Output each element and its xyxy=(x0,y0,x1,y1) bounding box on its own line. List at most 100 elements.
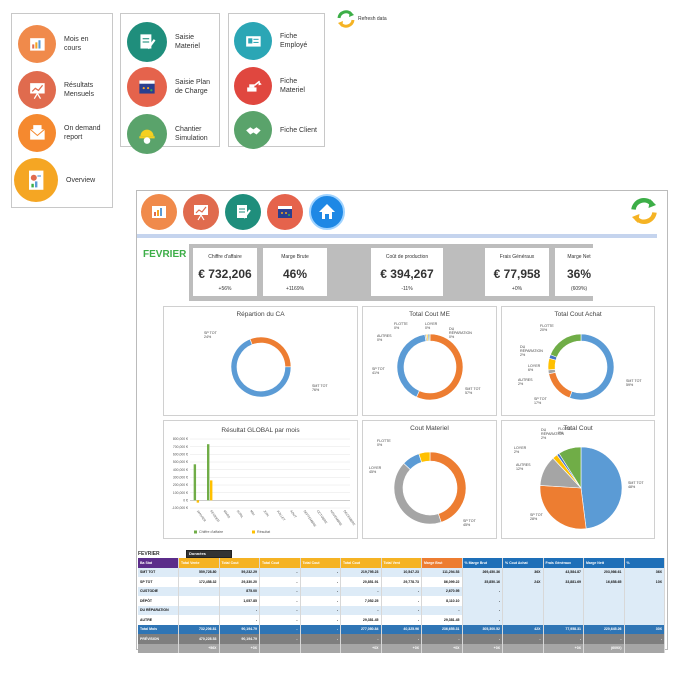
table-cell: 8,110.10 xyxy=(421,596,463,606)
nav-item-label: Fiche Client xyxy=(280,126,317,134)
nav-icon-circle xyxy=(127,67,167,107)
table-cell: SP TOT xyxy=(138,577,179,587)
topbar-button-2[interactable] xyxy=(225,194,261,230)
chart-title: Total Cout ME xyxy=(409,311,450,318)
table-cell xyxy=(178,596,220,606)
table-cell: DÉPÔT xyxy=(138,596,179,606)
table-cell: 305,300.52 xyxy=(462,624,503,634)
pie-label: LOYER 2% xyxy=(514,446,527,455)
refresh-data-button[interactable]: Refresh data xyxy=(336,9,387,29)
pie-label: DU RÉPARATION 2% xyxy=(541,428,564,441)
chart-resultat-global: Résultat GLOBAL par mois 800,000 € 700,00… xyxy=(163,420,358,539)
pie-slice-flotte xyxy=(550,333,582,358)
table-cell: AUTRE xyxy=(138,615,179,625)
pie-slice-smt-tot xyxy=(429,451,467,523)
nav-reports-item-1[interactable]: Résultats Mensuels xyxy=(18,71,94,109)
kpi-value: € 394,267 xyxy=(380,267,434,281)
kpi-card-3: Frais Généraux € 77,958 +0% xyxy=(485,248,549,296)
kpi-title: Frais Généraux xyxy=(499,254,535,260)
topbar-button-4[interactable] xyxy=(309,194,345,230)
y-tick-label: 700,000 € xyxy=(173,445,188,449)
table-cell: - xyxy=(300,577,341,587)
y-tick-label: 300,000 € xyxy=(173,476,188,480)
kpi-title: Coût de production xyxy=(385,254,429,260)
kpi-change: +56% xyxy=(218,286,232,292)
nav-reports-item-2[interactable]: On demand report xyxy=(18,114,101,152)
table-cell: SMT TOT xyxy=(138,567,179,577)
kpi-card-1: Marge Brute 46% +1169% xyxy=(263,248,327,296)
table-cell xyxy=(502,596,544,606)
y-tick-label: -100,000 € xyxy=(172,506,188,510)
refresh-dashboard-button[interactable] xyxy=(629,196,659,231)
table-row: PRÉVISION 470,228.53 90,194.79- - - - - - - - - - xyxy=(138,634,665,644)
nav-reports-item-0[interactable]: Mois en cours xyxy=(18,25,89,63)
table-cell: - xyxy=(259,596,301,606)
nav-input-item-0[interactable]: Saisie Materiel xyxy=(127,22,200,62)
table-cell: - xyxy=(219,605,260,615)
kpi-card-2: Coût de production € 394,267 -11% xyxy=(371,248,443,296)
table-cell: 172,458.32 xyxy=(178,577,220,587)
table-title: FEVRIER xyxy=(138,550,160,557)
presentation-board-icon xyxy=(194,205,208,221)
excavator-icon xyxy=(246,80,262,92)
table-header-cell: Total Cout xyxy=(259,558,301,568)
table-cell: CUSTODIE xyxy=(138,586,179,596)
nav-input-item-1[interactable]: Saisie Plan de Charge xyxy=(127,67,210,107)
table-cell xyxy=(583,615,625,625)
nav-input-item-2[interactable]: Chantier Simulation xyxy=(127,114,208,154)
pie-slice-smt-tot xyxy=(569,333,615,401)
table-header-cell: % xyxy=(624,558,665,568)
calendar-chart-icon xyxy=(29,37,45,51)
table-cell: 40,325.96 xyxy=(381,624,422,634)
pie-slice-smt-tot xyxy=(416,333,464,401)
table-cell: 10X xyxy=(624,577,665,587)
worker-helmet-icon xyxy=(139,129,155,144)
kpi-title: Marge Brute xyxy=(281,254,309,260)
table-header-cell: Total Cout xyxy=(300,558,341,568)
table-cell xyxy=(624,605,665,615)
table-row: DU RÉPARATION - - - - - - - xyxy=(138,605,665,615)
table-cell xyxy=(178,615,220,625)
topbar-button-1[interactable] xyxy=(183,194,219,230)
table-cell xyxy=(543,586,584,596)
table-row: SMT TOT 559,728.80 59,232.29- -219,795.23 10… xyxy=(138,567,665,577)
kpi-title: Chiffre d'affaire xyxy=(208,254,242,260)
table-cell xyxy=(300,643,341,653)
table-cell: - xyxy=(462,596,503,606)
table-cell: - xyxy=(583,634,625,644)
table-header-cell: Marge Nett xyxy=(583,558,625,568)
table-cell: 59,232.29 xyxy=(219,567,260,577)
topbar-button-0[interactable] xyxy=(141,194,177,230)
nav-records-item-1[interactable]: Fiche Materiel xyxy=(234,67,305,105)
pie-slice-sp-tot xyxy=(539,485,587,530)
handshake-icon xyxy=(245,126,261,135)
bar-fevrier-1 xyxy=(210,480,213,501)
pie-label: SP TOT 17% xyxy=(534,397,547,406)
table-cell: 7,052.25 xyxy=(340,596,382,606)
table-cell xyxy=(178,586,220,596)
x-tick-label: JANVIER xyxy=(196,509,207,523)
pie-label: DU RÉPARATION 2% xyxy=(520,345,543,358)
table-tab[interactable]: Données xyxy=(186,549,232,558)
table-cell: - xyxy=(259,586,301,596)
nav-reports-item-3[interactable]: Overview xyxy=(14,158,95,202)
table-header-row: Ba Stat Total Vente Total Cout Total Cout To… xyxy=(138,558,665,568)
topbar-button-3[interactable] xyxy=(267,194,303,230)
pie-slice-sp-tot xyxy=(548,372,573,399)
chart-title: Total Cout Achat xyxy=(554,311,602,318)
topbar-underline xyxy=(137,234,657,238)
table-cell: PRÉVISION xyxy=(138,634,179,644)
nav-item-label: Chantier Simulation xyxy=(175,126,208,142)
pie-label: LOYER 0% xyxy=(425,322,438,331)
table-cell xyxy=(624,615,665,625)
table-cell: 236,655.31 xyxy=(421,624,463,634)
y-tick-label: 500,000 € xyxy=(173,460,188,464)
pie-label: SMT TOT 57% xyxy=(465,387,481,396)
pie-label: SP TOT 41% xyxy=(372,367,385,376)
id-card-icon xyxy=(245,35,261,47)
nav-icon-circle xyxy=(234,67,272,105)
nav-records-item-0[interactable]: Fiche Employé xyxy=(234,22,307,60)
nav-records-item-2[interactable]: Fiche Client xyxy=(234,111,317,149)
table-cell: - xyxy=(300,634,341,644)
y-tick-label: 600,000 € xyxy=(173,453,188,457)
